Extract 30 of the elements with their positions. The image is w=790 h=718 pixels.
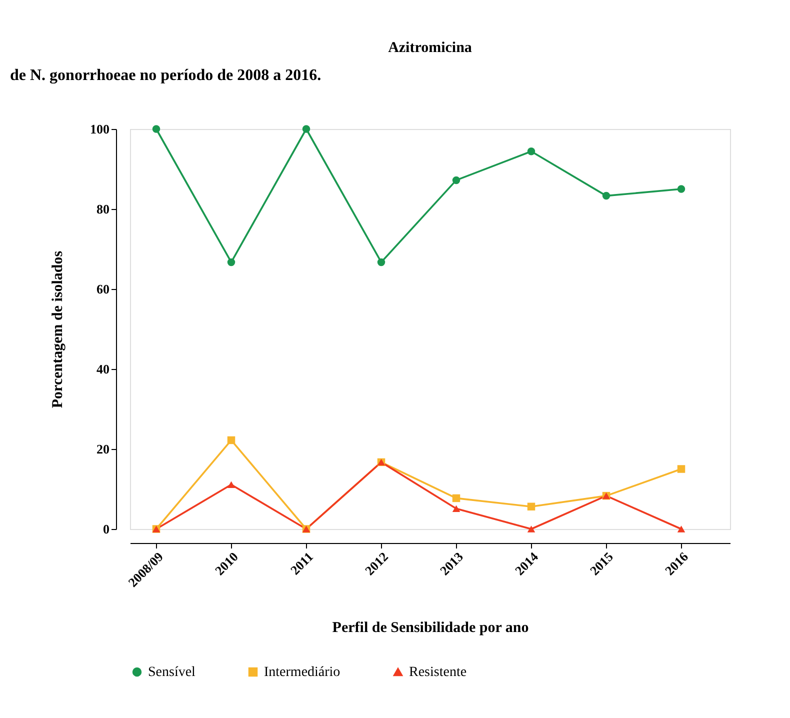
- point: [527, 502, 536, 510]
- point: [677, 465, 686, 473]
- y-tick-label: 80: [96, 202, 110, 216]
- y-tick-label: 40: [96, 362, 110, 376]
- point: [302, 125, 310, 133]
- point: [227, 481, 236, 488]
- point: [452, 505, 460, 512]
- y-tick-label: 0: [103, 522, 110, 536]
- y-tick-label: 100: [90, 122, 110, 136]
- y-tick-label: 20: [96, 442, 110, 456]
- point: [677, 526, 686, 532]
- y-tick-label: 60: [96, 282, 110, 296]
- legend-label: Resistente: [409, 665, 467, 680]
- legend-label: Intermediário: [264, 665, 340, 680]
- point: [677, 185, 686, 193]
- point: [377, 258, 386, 266]
- y-axis-title: Porcentagem de isolados: [50, 250, 66, 408]
- point: [452, 494, 460, 502]
- point: [527, 526, 536, 532]
- point: [602, 192, 610, 200]
- point: [152, 125, 160, 133]
- x-tick-label: 2011: [287, 549, 316, 578]
- x-axis-title: Perfil de Sensibilidade por ano: [332, 620, 529, 636]
- point: [227, 258, 236, 266]
- chart-title: Azitromicina: [388, 40, 472, 56]
- point: [452, 176, 460, 184]
- point: [527, 148, 536, 156]
- legend-label: Sensível: [148, 665, 196, 680]
- text: de N. gonorrhoeae no período de 2008 a 2016.: [10, 67, 322, 84]
- point: [227, 436, 236, 444]
